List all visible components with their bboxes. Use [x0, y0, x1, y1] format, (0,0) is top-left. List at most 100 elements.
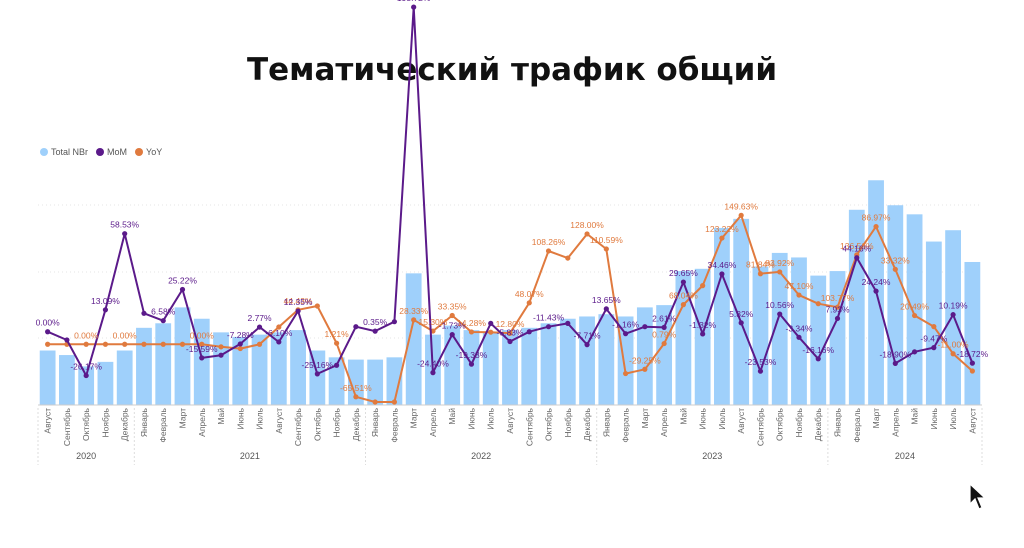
x-tick-month: Июль	[717, 407, 727, 429]
mom-data-label: -7.71%	[574, 331, 601, 341]
mom-data-label: 10.56%	[765, 300, 794, 310]
x-tick-month: Июнь	[929, 407, 939, 429]
mom-data-label: 10.19%	[939, 301, 968, 311]
bar-total-45	[906, 214, 923, 405]
bar-total-11	[251, 334, 268, 405]
mom-point-4	[122, 231, 128, 237]
yoy-data-label: 47.10%	[785, 281, 814, 291]
legend-item-total[interactable]: Total NBr	[40, 147, 88, 157]
yoy-data-label: 14.28%	[457, 318, 486, 328]
yoy-data-label: 44.43%	[284, 296, 313, 306]
mom-data-label: -7.28%	[227, 330, 254, 340]
bar-total-0	[39, 350, 56, 405]
mom-point-13	[295, 308, 301, 314]
x-tick-month: Март	[409, 408, 419, 428]
legend-item-yoy[interactable]: YoY	[135, 147, 162, 157]
yoy-point-34	[700, 283, 706, 289]
bar-total-1	[58, 355, 75, 405]
x-tick-month: Январь	[601, 407, 611, 437]
legend-label-total: Total NBr	[51, 147, 89, 157]
bar-total-10	[232, 336, 249, 405]
mom-point-9	[218, 352, 224, 358]
x-tick-month: Март	[871, 408, 881, 428]
mom-point-1	[64, 337, 70, 343]
mom-point-11	[256, 324, 263, 330]
mom-data-label: -1.16%	[612, 320, 639, 330]
bar-total-7	[174, 307, 191, 405]
mom-data-label: -3.34%	[786, 323, 813, 333]
yoy-point-19	[411, 317, 417, 323]
x-tick-month: Апрель	[428, 407, 438, 436]
yoy-data-label: 110.59%	[590, 235, 623, 245]
mom-point-36	[738, 320, 744, 326]
yoy-point-26	[545, 248, 552, 254]
yoy-data-label: 48.07%	[515, 289, 544, 299]
mom-point-38	[777, 311, 783, 317]
mom-data-label: 12.35%	[284, 297, 313, 307]
x-tick-month: Октябрь	[312, 407, 322, 441]
mom-data-label: 2.77%	[247, 313, 272, 323]
yoy-point-36	[738, 212, 744, 218]
yoy-data-label: 33.32%	[881, 255, 910, 265]
legend-item-mom[interactable]: MoM	[96, 147, 127, 157]
mouse-pointer-icon	[969, 482, 987, 510]
yoy-point-14	[314, 303, 320, 309]
yoy-data-label: 33.35%	[438, 302, 467, 312]
x-tick-month: Апрель	[659, 407, 669, 436]
yoy-data-label: 108.26%	[532, 237, 566, 247]
legend-swatch-yoy	[135, 148, 144, 156]
x-tick-month: Октябрь	[775, 407, 785, 441]
x-tick-month: Ноябрь	[563, 407, 573, 437]
x-tick-month: Октябрь	[81, 407, 91, 441]
x-tick-month: Сентябрь	[293, 407, 303, 446]
x-tick-month: Май	[678, 408, 688, 425]
bar-total-23	[482, 332, 499, 405]
mom-point-25	[526, 329, 532, 335]
mom-point-23	[488, 320, 494, 326]
x-tick-month: Ноябрь	[332, 407, 342, 437]
mom-point-48	[969, 360, 975, 366]
x-tick-month: Апрель	[197, 407, 207, 436]
mom-data-label: 0.00%	[36, 318, 61, 328]
mom-data-label: 13.09%	[91, 296, 120, 306]
bar-total-27	[559, 318, 576, 405]
yoy-point-7	[179, 341, 186, 347]
x-tick-year: 2021	[240, 451, 260, 461]
mom-point-35	[719, 271, 725, 277]
yoy-data-label: -29.25%	[629, 355, 661, 365]
mom-point-21	[449, 332, 455, 338]
yoy-data-label: 28.33%	[399, 306, 428, 316]
bar-total-6	[155, 323, 172, 405]
x-tick-month: Март	[640, 408, 650, 428]
mom-point-10	[237, 341, 243, 347]
yoy-point-33	[680, 302, 686, 308]
mom-point-34	[700, 331, 706, 337]
mom-point-0	[45, 329, 51, 335]
x-tick-month: Июль	[255, 407, 265, 429]
yoy-point-3	[102, 341, 109, 347]
x-tick-month: Май	[216, 408, 226, 425]
mom-point-27	[565, 320, 571, 326]
mom-point-24	[507, 338, 513, 345]
x-tick-year: 2023	[702, 451, 722, 461]
mom-point-41	[834, 315, 841, 322]
bar-total-21	[444, 325, 461, 405]
yoy-data-label: 149.63%	[724, 201, 758, 211]
mom-data-label: -18.72%	[957, 349, 989, 359]
legend-label-yoy: YoY	[146, 147, 163, 157]
yoy-point-45	[911, 312, 918, 319]
x-tick-month: Май	[447, 408, 457, 425]
mom-point-14	[314, 371, 320, 377]
bar-total-29	[598, 314, 615, 405]
mom-point-32	[661, 324, 667, 330]
mom-data-label: 34.46%	[707, 260, 736, 270]
bar-total-40	[810, 275, 827, 405]
bar-total-25	[521, 327, 538, 405]
bar-total-46	[925, 241, 942, 405]
bar-total-35	[714, 227, 730, 405]
bar-total-17	[367, 359, 384, 405]
yoy-data-label: 0.00%	[113, 330, 138, 340]
mom-data-label: -23.53%	[745, 357, 777, 367]
yoy-point-22	[468, 329, 475, 335]
